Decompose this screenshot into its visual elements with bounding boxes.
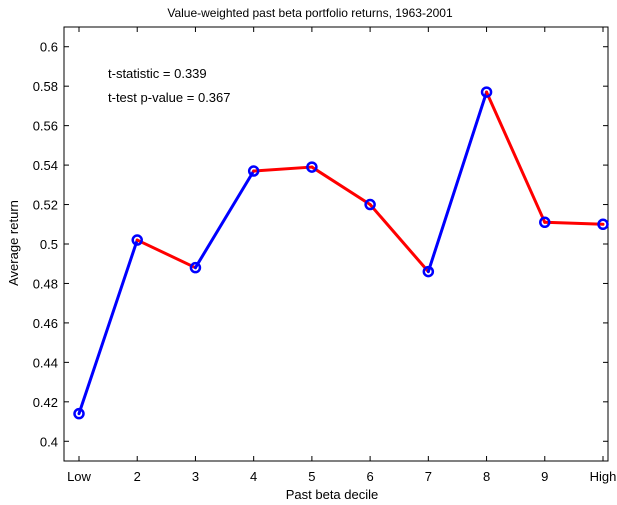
x-tick-label: 6 xyxy=(366,469,373,484)
data-point xyxy=(480,86,493,98)
series-segment xyxy=(252,165,314,173)
data-point xyxy=(73,407,85,420)
x-tick-label: 3 xyxy=(192,469,199,484)
series-segment xyxy=(485,90,547,224)
series-segment xyxy=(426,90,489,274)
series-segment xyxy=(310,165,372,207)
y-tick-label: 0.52 xyxy=(33,198,58,213)
y-tick-label: 0.4 xyxy=(40,434,58,449)
series-segment xyxy=(193,169,256,270)
series-segment xyxy=(135,238,197,270)
chart-title: Value-weighted past beta portfolio retur… xyxy=(167,6,453,20)
series-segment xyxy=(543,220,605,226)
y-tick-label: 0.6 xyxy=(40,40,58,55)
x-tick-label: 9 xyxy=(541,469,548,484)
annotation-t-statistic: t-statistic = 0.339 xyxy=(108,66,207,81)
series-segment xyxy=(77,238,139,416)
y-tick-label: 0.58 xyxy=(33,79,58,94)
series-segment xyxy=(368,203,430,274)
y-tick-label: 0.5 xyxy=(40,237,58,252)
y-tick-label: 0.42 xyxy=(33,395,58,410)
x-tick-label: 8 xyxy=(483,469,490,484)
series-lines xyxy=(77,90,605,416)
y-axis: 0.4 0.42 0.44 0.46 0.48 0.5 0.52 0.54 0.56 0.58 0.… xyxy=(33,40,608,449)
x-axis-label: Past beta decile xyxy=(286,487,379,502)
x-tick-label: 7 xyxy=(425,469,432,484)
data-point xyxy=(364,198,376,211)
y-tick-label: 0.56 xyxy=(33,119,58,134)
x-tick-label: 5 xyxy=(308,469,315,484)
data-point xyxy=(597,218,609,231)
annotation-p-value: t-test p-value = 0.367 xyxy=(108,90,231,105)
x-tick-label: 2 xyxy=(134,469,141,484)
y-tick-label: 0.44 xyxy=(33,355,58,370)
data-point xyxy=(422,265,435,278)
x-tick-label: 4 xyxy=(250,469,257,484)
y-tick-label: 0.48 xyxy=(33,276,58,291)
data-point xyxy=(131,234,143,246)
x-axis: Low 2 3 4 5 6 7 8 9 High xyxy=(67,27,616,484)
series-markers xyxy=(73,86,609,420)
y-axis-label: Average return xyxy=(6,200,21,286)
x-tick-label: High xyxy=(590,469,617,484)
data-point xyxy=(189,261,202,274)
y-tick-label: 0.54 xyxy=(33,158,58,173)
x-tick-label: Low xyxy=(67,469,91,484)
data-point xyxy=(306,161,318,173)
y-tick-label: 0.46 xyxy=(33,316,58,331)
data-point xyxy=(247,165,260,177)
data-point xyxy=(539,216,551,229)
